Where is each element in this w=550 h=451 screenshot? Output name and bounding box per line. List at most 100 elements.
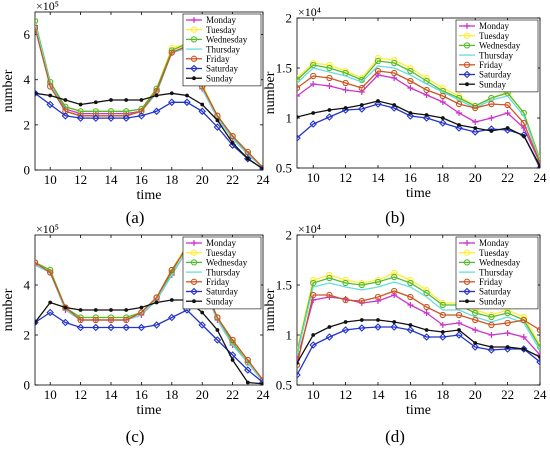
point-friday (297, 84, 301, 92)
point-friday (520, 119, 527, 127)
series-line-saturday (297, 326, 540, 376)
point-sunday (359, 318, 364, 322)
point-sunday (154, 93, 159, 98)
point-tuesday (463, 249, 471, 256)
series-line-wednesday (297, 276, 540, 354)
point-sunday (261, 381, 263, 385)
point-saturday (536, 358, 540, 366)
point-wednesday (423, 289, 430, 297)
point-sunday (35, 320, 37, 325)
point-tuesday (391, 269, 398, 277)
point-friday (62, 108, 69, 115)
point-saturday (152, 107, 161, 116)
point-saturday (358, 105, 366, 113)
point-monday (375, 72, 381, 78)
legend-label-saturday: Saturday (479, 287, 511, 297)
point-saturday (309, 120, 317, 128)
point-saturday (422, 333, 431, 341)
legend-label-wednesday: Wednesday (479, 41, 521, 51)
point-friday (297, 361, 301, 369)
point-friday (92, 316, 99, 324)
point-saturday (309, 341, 317, 349)
point-saturday (471, 128, 479, 136)
point-friday (47, 269, 54, 276)
point-saturday (61, 318, 70, 327)
y-tick-label: 1.5 (276, 61, 292, 76)
point-sunday (215, 118, 220, 123)
point-monday (358, 89, 365, 95)
point-friday (138, 108, 145, 115)
series-group (35, 17, 263, 170)
point-sunday (78, 308, 83, 312)
series-line-saturday (35, 309, 263, 384)
point-wednesday (358, 281, 365, 289)
point-friday (107, 316, 115, 324)
point-friday (244, 356, 251, 364)
series-group (297, 54, 540, 168)
series-line-sunday (35, 92, 263, 170)
series-line-sunday (297, 319, 540, 364)
legend-label-tuesday: Tuesday (206, 25, 237, 35)
point-sunday (48, 300, 53, 305)
point-friday (77, 316, 84, 324)
point-friday (190, 55, 198, 62)
point-wednesday (326, 64, 333, 72)
legend-label-wednesday: Wednesday (479, 258, 521, 268)
point-sunday (48, 93, 53, 98)
point-saturday (183, 98, 191, 107)
point-wednesday (190, 36, 198, 43)
x-tick-label: 16 (404, 387, 418, 402)
y-tick-label: 2 (286, 11, 293, 26)
point-saturday (168, 313, 176, 322)
point-saturday (137, 323, 146, 332)
point-saturday (46, 308, 54, 317)
point-sunday (538, 164, 540, 168)
point-wednesday (342, 279, 349, 287)
legend: MondayTuesdayWednesdayThursdayFridaySatu… (455, 236, 539, 310)
point-friday (214, 112, 221, 119)
point-sunday (359, 103, 364, 107)
point-saturday (244, 154, 252, 163)
y-tick-label: 1 (286, 111, 293, 126)
x-axis-label: time (406, 186, 431, 201)
point-friday (168, 49, 175, 56)
point-friday (536, 326, 540, 334)
chart-panel-2: 10 12 14 16 18 20 22 24 0.5 1 1.5 2 time number ×10⁴ Mo… (263, 5, 547, 201)
point-sunday (457, 328, 461, 332)
x-tick-label: 20 (196, 387, 209, 402)
point-friday (244, 148, 251, 156)
point-wednesday (107, 108, 115, 115)
x-tick-label: 16 (404, 170, 418, 185)
point-friday (455, 100, 463, 108)
point-monday (191, 17, 197, 23)
point-sunday (35, 91, 37, 96)
point-saturday (471, 343, 479, 351)
series-line-tuesday (297, 272, 540, 351)
point-wednesday (488, 313, 495, 321)
y-scale-multiplier: ×10⁴ (298, 222, 321, 236)
point-sunday (297, 361, 299, 365)
x-axis-label: time (137, 188, 162, 203)
point-saturday (520, 345, 528, 353)
point-monday (310, 81, 317, 87)
point-friday (488, 321, 495, 329)
point-friday (455, 311, 463, 319)
point-sunday (408, 323, 413, 327)
point-saturday (390, 323, 398, 331)
point-monday (391, 292, 398, 298)
legend-label-sunday: Sunday (479, 79, 507, 89)
x-tick-label: 16 (135, 387, 149, 402)
point-sunday (261, 166, 263, 170)
series-line-wednesday (297, 60, 540, 161)
y-tick-label: 4 (24, 72, 31, 87)
point-sunday (465, 82, 469, 87)
y-tick-label: 0.5 (276, 378, 292, 393)
x-tick-label: 14 (105, 387, 119, 402)
point-monday (439, 99, 446, 105)
point-tuesday (463, 32, 471, 39)
point-sunday (245, 380, 250, 385)
point-wednesday (463, 42, 471, 49)
x-tick-label: 12 (339, 170, 352, 185)
point-sunday (376, 318, 380, 322)
series-line-monday (297, 74, 540, 164)
